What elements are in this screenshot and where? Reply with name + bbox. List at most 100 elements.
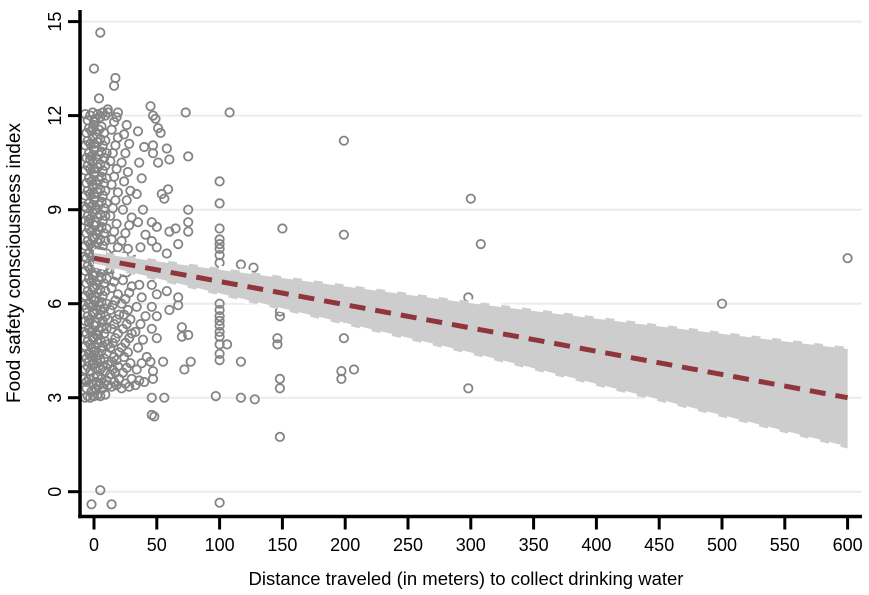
scatter-point [153, 157, 164, 168]
scatter-point [116, 235, 127, 247]
scatter-point [224, 107, 235, 118]
scatter-point [214, 223, 225, 234]
scatter-point [161, 285, 172, 297]
scatter-point [235, 392, 246, 403]
scatter-point [842, 253, 853, 264]
scatter-point [336, 373, 347, 384]
scatter-point [185, 356, 196, 367]
scatter-point [272, 333, 283, 344]
scatter-point [102, 104, 113, 115]
scatter-point [155, 127, 166, 138]
scatter-point [86, 342, 97, 353]
scatter-point [146, 235, 157, 247]
scatter-point [125, 358, 136, 369]
fitted-regression-line [93, 255, 849, 401]
scatter-point [139, 376, 150, 388]
scatter-point [274, 311, 285, 322]
scatter-point [214, 326, 225, 337]
scatter-point [183, 204, 194, 215]
scatter-point [176, 331, 187, 342]
scatter-point [338, 135, 349, 146]
scatter-point [147, 148, 159, 159]
scatter-point [101, 323, 112, 334]
scatter-point [131, 188, 142, 200]
scatter-point [96, 196, 107, 207]
scatter-point [214, 239, 225, 250]
scatter-point [214, 315, 225, 326]
scatter-point [147, 373, 159, 384]
confidence-band [93, 249, 849, 451]
scatter-point [248, 262, 259, 273]
ci-band-area [94, 251, 848, 449]
y-tick-label: 0 [45, 487, 65, 497]
scatter-point [161, 143, 172, 154]
scatter-points [78, 27, 853, 510]
scatter-point [131, 301, 142, 312]
y-tick-label: 12 [45, 106, 65, 126]
scatter-point [214, 243, 225, 254]
scatter-point [151, 311, 162, 322]
scatter-point [183, 226, 194, 237]
scatter-point [214, 354, 225, 366]
scatter-point [159, 193, 170, 204]
scatter-point [101, 198, 112, 209]
scatter-point [475, 239, 486, 250]
scatter-point [465, 193, 476, 204]
scatter-point [111, 218, 122, 229]
scatter-point [180, 107, 191, 118]
scatter-point [121, 195, 132, 206]
scatter-point [124, 138, 135, 149]
scatter-point [131, 364, 142, 375]
scatter-point [95, 485, 106, 496]
scatter-point [146, 301, 157, 312]
scatter-point [96, 171, 107, 182]
scatter-point [106, 282, 117, 294]
scatter-point [183, 217, 194, 228]
scatter-point [96, 221, 107, 232]
scatter-point [95, 304, 106, 316]
scatter-point [112, 187, 124, 198]
scatter-point [90, 204, 101, 215]
scatter-point [274, 383, 285, 394]
scatter-point [125, 314, 136, 325]
scatter-point [87, 123, 98, 134]
scatter-point [137, 334, 149, 345]
scatter-point [151, 333, 162, 344]
scatter-point [85, 365, 96, 377]
scatter-point [163, 184, 174, 195]
scatter-point [83, 317, 95, 328]
y-tick-label: 3 [45, 393, 65, 403]
scatter-point [85, 154, 96, 165]
scatter-point [119, 176, 130, 187]
scatter-point [140, 311, 151, 322]
scatter-point [214, 298, 225, 309]
scatter-point [183, 329, 194, 341]
scatter-point [214, 320, 225, 331]
scatter-point [176, 322, 187, 333]
scatter-point [117, 204, 129, 215]
scatter-point [100, 389, 111, 400]
scatter-point [120, 228, 131, 239]
scatter-point [119, 129, 130, 140]
axes [68, 10, 862, 530]
scatter-point [132, 217, 144, 228]
scatter-point [146, 217, 157, 228]
scatter-point [86, 242, 97, 253]
scatter-point [235, 259, 246, 270]
scatter-point [130, 326, 141, 337]
x-tick-label: 300 [456, 535, 486, 555]
scatter-point [274, 373, 285, 384]
ci-band-lower-edge [93, 263, 849, 451]
scatter-point [151, 289, 162, 300]
scatter-point [112, 107, 124, 118]
scatter-point [93, 93, 105, 104]
scatter-point [122, 243, 134, 254]
scatter-point [135, 242, 146, 253]
scatter-point [214, 234, 225, 245]
scatter-point [117, 275, 129, 286]
scatter-point [122, 304, 134, 316]
scatter-point [114, 309, 125, 320]
scatter-point [158, 356, 169, 367]
